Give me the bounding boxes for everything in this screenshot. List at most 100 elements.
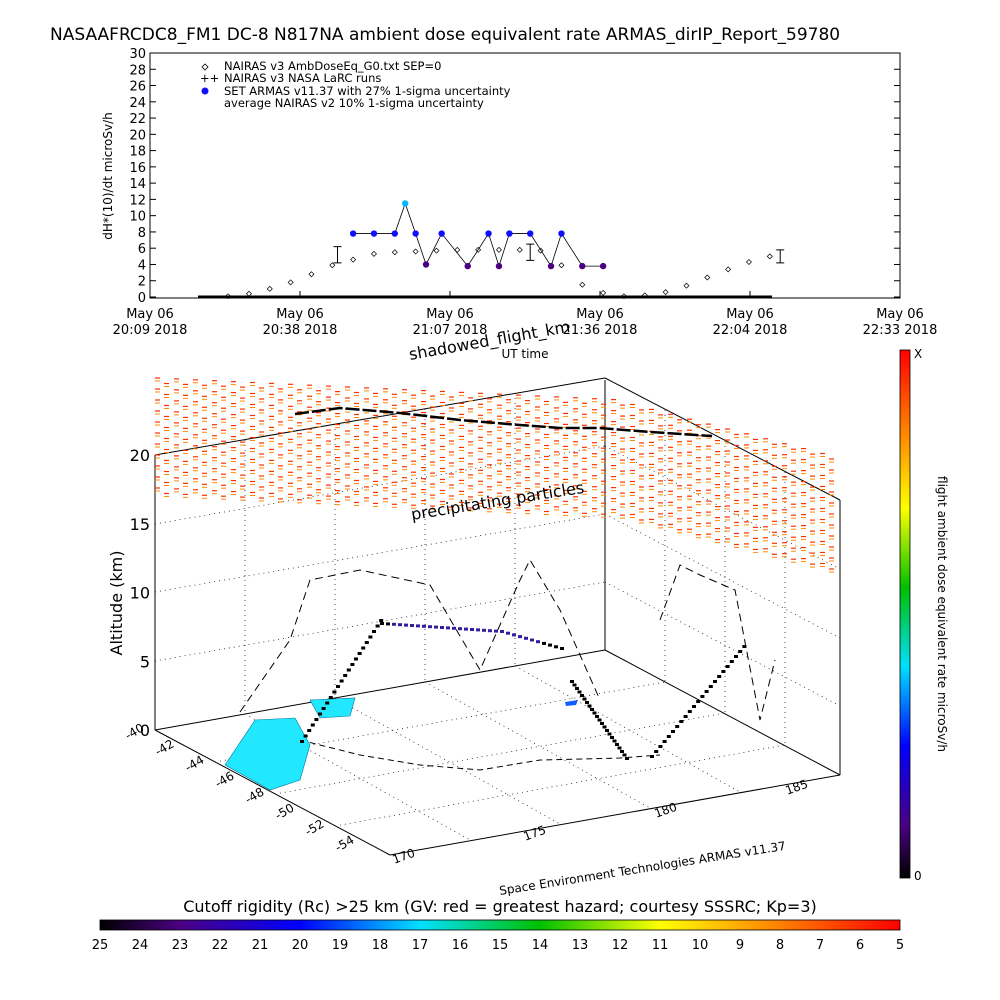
nairas-v3-point [225,293,232,300]
flight-point [713,680,717,683]
y-tick-label: 0 [138,291,146,306]
flight-point [470,628,474,631]
cutoff-rigidity-colorbar: Cutoff rigidity (Rc) >25 km (GV: red = g… [92,897,904,953]
flight-point [582,697,587,701]
nairas-larc-errorbar [776,249,785,264]
longitude-tick-label: 170 [390,846,416,867]
y-tick-label: 16 [129,161,146,176]
flight-point [692,705,696,708]
cutoff-tick-label: 6 [856,938,864,953]
flight-point [729,660,734,663]
flight-point [343,674,348,677]
chart-title: NASAAFRCDC8_FM1 DC-8 N817NA ambient dose… [50,25,840,45]
latitude-tick-label: -50 [273,801,297,823]
flight-point [625,757,629,760]
armas-point [527,230,534,237]
flight-point [662,740,667,743]
dose-colorbar-bottom-label: 0 [914,869,922,883]
flight-point [458,627,462,631]
flight-point [398,623,402,627]
cutoff-colorbar-label: Cutoff rigidity (Rc) >25 km (GV: red = g… [183,897,817,916]
flight-point [612,739,617,743]
longitude-tick-label: 180 [652,800,678,821]
flight-point [380,622,384,625]
flight-point [530,638,534,642]
armas-point [402,200,409,207]
x-tick-label-date: May 06 [726,307,774,322]
flight-point [386,622,390,626]
nairas-v3-point [495,246,502,253]
cutoff-tick-label: 22 [212,938,229,953]
flight-point [708,685,713,688]
flight-point [350,663,355,666]
y-tick-label: 18 [129,145,146,160]
flight-point [512,633,516,637]
x-tick-label-date: May 06 [276,307,324,322]
flight-point [570,680,574,683]
flight-point [683,715,688,718]
y-tick-label: 20 [129,128,146,143]
flight-point [375,624,380,628]
flight-point [379,619,384,622]
y-tick-label: 6 [138,242,146,257]
flight-point [416,624,420,628]
cutoff-tick-label: 24 [132,938,149,953]
flight-point [518,635,522,639]
flight-point [607,732,612,736]
armas-point [349,230,357,237]
nairas-v3-point [329,262,336,269]
3d-flight-path [300,619,747,760]
timeseries-x-label: UT time [501,347,548,361]
x-tick-label-time: 22:04 2018 [713,323,788,338]
timeseries-legend: NAIRAS v3 AmbDoseEq_G0.txt SEP=0 ++ NAIR… [200,59,511,110]
nairas-v3-point [537,247,544,254]
cutoff-rigidity-patch-1 [224,717,311,791]
nairas-v3-point [662,289,669,296]
3d-box-edges [154,377,841,856]
nairas-v3-point [308,271,315,278]
y-tick-label: 26 [129,80,146,95]
x-tick-label-date: May 06 [576,307,624,322]
flight-point [410,624,414,627]
flight-point [687,710,692,713]
cutoff-tick-label: 14 [532,938,549,953]
flight-point [346,668,351,672]
flight-point [506,631,510,635]
cutoff-tick-label: 18 [372,938,389,953]
timeseries-y-label: dH*(10)/dt microSv/h [101,112,115,239]
flight-point [617,746,622,750]
flight-point [585,701,589,704]
flight-point [339,679,344,683]
cutoff-tick-label: 7 [816,938,824,953]
flight-point [734,655,738,658]
flight-point [428,625,432,629]
flight-point [422,624,426,628]
flight-point [671,730,675,733]
armas-point [370,230,378,237]
cutoff-rigidity-patch-2 [309,697,356,719]
precipitating-particles-field [155,377,834,573]
flight-point [622,753,627,757]
flight-point [354,657,358,661]
armas-point [495,262,503,270]
dose-colorbar: X 0 flight ambient dose equivalent rate … [899,347,949,883]
y-tick-label: 28 [129,63,146,78]
flight-point [580,694,584,697]
armas-point [391,230,398,237]
cutoff-tick-label: 5 [896,938,904,953]
flight-point [572,683,577,687]
altitude-tick-label: 5 [140,652,150,671]
nairas-larc-errorbar [333,246,342,264]
flight-point [328,696,333,699]
y-tick-label: 10 [129,210,146,225]
flight-point [590,708,594,711]
y-tick-label: 24 [129,96,146,111]
armas-point [579,262,586,270]
flight-point [452,626,456,630]
cutoff-colorbar-gradient [99,919,901,931]
armas-credit-annotation: Space Environment Technologies ARMAS v11… [498,839,786,898]
flight-point [658,745,663,748]
altitude-tick-label: 15 [130,515,150,534]
